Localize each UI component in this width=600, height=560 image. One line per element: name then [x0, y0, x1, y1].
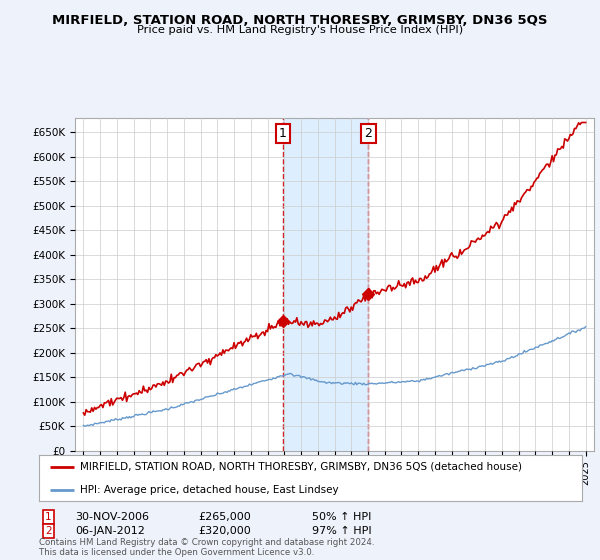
- Text: 30-NOV-2006: 30-NOV-2006: [75, 512, 149, 522]
- Text: 1: 1: [45, 512, 52, 522]
- Text: £320,000: £320,000: [198, 526, 251, 536]
- Text: 1: 1: [279, 127, 287, 140]
- Text: MIRFIELD, STATION ROAD, NORTH THORESBY, GRIMSBY, DN36 5QS (detached house): MIRFIELD, STATION ROAD, NORTH THORESBY, …: [80, 462, 522, 472]
- Text: 2: 2: [365, 127, 373, 140]
- Bar: [283, 118, 368, 451]
- Text: 97% ↑ HPI: 97% ↑ HPI: [312, 526, 371, 536]
- Text: MIRFIELD, STATION ROAD, NORTH THORESBY, GRIMSBY, DN36 5QS: MIRFIELD, STATION ROAD, NORTH THORESBY, …: [52, 14, 548, 27]
- Text: 2: 2: [45, 526, 52, 536]
- Text: Price paid vs. HM Land Registry's House Price Index (HPI): Price paid vs. HM Land Registry's House …: [137, 25, 463, 35]
- Text: Contains HM Land Registry data © Crown copyright and database right 2024.
This d: Contains HM Land Registry data © Crown c…: [39, 538, 374, 557]
- Text: 06-JAN-2012: 06-JAN-2012: [75, 526, 145, 536]
- Text: HPI: Average price, detached house, East Lindsey: HPI: Average price, detached house, East…: [80, 485, 338, 494]
- Text: £265,000: £265,000: [198, 512, 251, 522]
- Text: 50% ↑ HPI: 50% ↑ HPI: [312, 512, 371, 522]
